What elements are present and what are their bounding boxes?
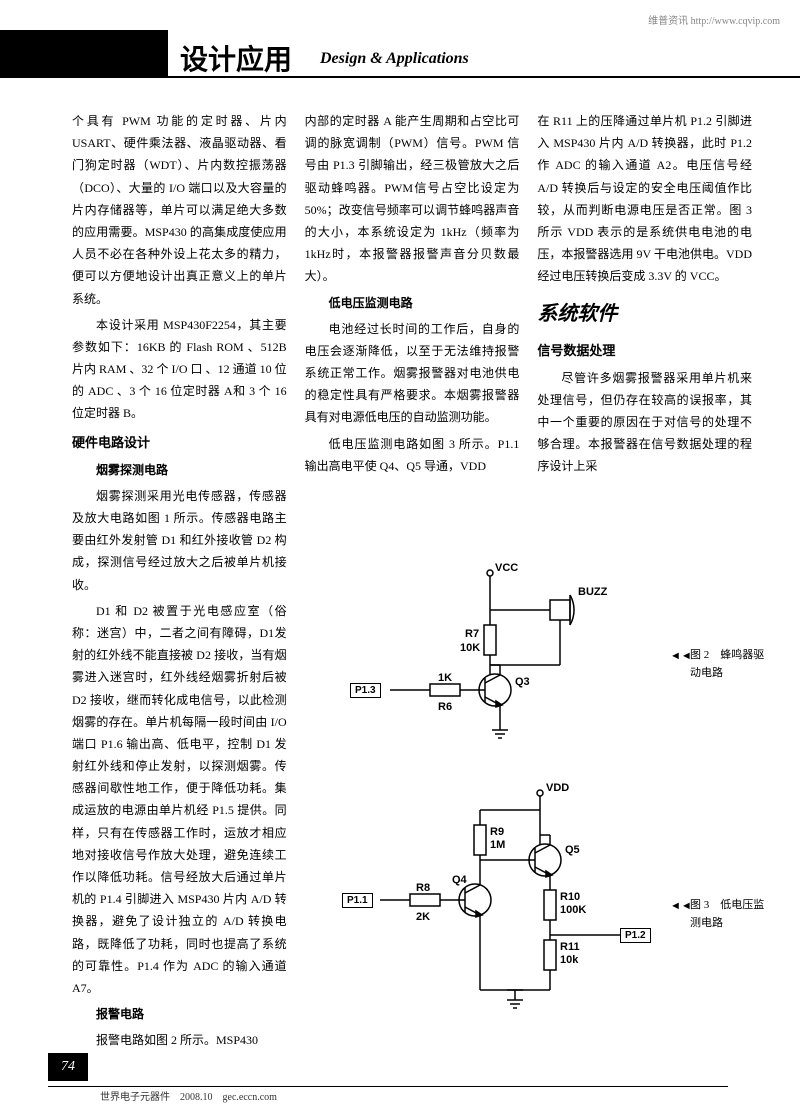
c2-p1: 内部的定时器 A 能产生周期和占空比可调的脉宽调制（PWM）信号。PWM 信号由… (305, 110, 520, 288)
c2-r9v-label: 1M (490, 839, 505, 851)
c2-heading-lowvolt: 低电压监测电路 (305, 292, 520, 314)
c3-p2: 尽管许多烟雾报警器采用单片机来处理信号，但仍存在较高的误报率，其中一个重要的原因… (537, 367, 752, 478)
c1-p4: D1 和 D2 被置于光电感应室（俗称：迷宫）中，二者之间有障碍，D1发射的红外… (72, 600, 287, 999)
c2-p3: 低电压监测电路如图 3 所示。P1.1 输出高电平使 Q4、Q5 导通，VDD (305, 433, 520, 477)
c2-vdd-label: VDD (546, 782, 569, 794)
c1-heading-hardware: 硬件电路设计 (72, 431, 287, 455)
c2-pin-p11: P1.1 (342, 893, 373, 908)
c2-r11v-label: 10k (560, 954, 579, 966)
c2-p2: 电池经过长时间的工作后，自身的电压会逐渐降低，以至于无法维持报警系统正常工作。烟… (305, 318, 520, 429)
c2-r8v-label: 2K (416, 911, 430, 923)
c1-q3-label: Q3 (515, 676, 530, 688)
c1-r7-label: R7 (465, 628, 479, 640)
c1-r6-label: R6 (438, 701, 452, 713)
c2-r10-label: R10 (560, 891, 580, 903)
header-title-english: Design & Applications (320, 50, 469, 68)
c1-vcc-label: VCC (495, 562, 518, 574)
fig3-arrow-icon: ◄◄ (670, 900, 692, 912)
c2-r11-label: R11 (560, 941, 580, 953)
footer-text: 世界电子元器件 2008.10 gec.eccn.com (100, 1088, 277, 1103)
watermark-text: 维普资讯 http://www.cqvip.com (648, 12, 780, 27)
circuit-figures-area: VCC BUZZ R7 10K 1K R6 Q3 P1.3 ◄◄ 图 2 蜂鸣器… (320, 555, 770, 1045)
fig2-arrow-icon: ◄◄ (670, 650, 692, 662)
c1-r7v-label: 10K (460, 642, 480, 654)
c2-r9-label: R9 (490, 826, 504, 838)
c2-r10v-label: 100K (560, 904, 586, 916)
c3-heading-signal: 信号数据处理 (537, 339, 752, 363)
column-1: 个具有 PWM 功能的定时器、片内USART、硬件乘法器、液晶驱动器、看门狗定时… (72, 110, 287, 1056)
header-title-chinese: 设计应用 (180, 38, 292, 78)
c3-section-software: 系统软件 (537, 296, 752, 333)
c1-heading-smoke: 烟雾探测电路 (72, 459, 287, 481)
circuit-1-svg: VCC BUZZ R7 10K 1K R6 Q3 (320, 555, 660, 785)
footer-rule (48, 1086, 728, 1087)
c1-p2: 本设计采用 MSP430F2254，其主要参数如下：16KB 的 Flash R… (72, 314, 287, 425)
circuit-2-svg: VDD R9 1M Q5 R10 100K R11 10k Q4 R8 2K (320, 775, 680, 1045)
c2-q5-label: Q5 (565, 844, 580, 856)
header-black-block (0, 30, 168, 78)
c1-p1: 个具有 PWM 功能的定时器、片内USART、硬件乘法器、液晶驱动器、看门狗定时… (72, 110, 287, 310)
c1-p3: 烟雾探测采用光电传感器，传感器及放大电路如图 1 所示。传感器电路主要由红外发射… (72, 485, 287, 596)
fig3-caption: 图 3 低电压监测电路 (690, 897, 770, 932)
c1-p5: 报警电路如图 2 所示。MSP430 (72, 1029, 287, 1051)
c1-r6v-label: 1K (438, 672, 452, 684)
c2-pin-p12: P1.2 (620, 928, 651, 943)
c1-pin-p13: P1.3 (350, 683, 381, 698)
fig2-caption: 图 2 蜂鸣器驱动电路 (690, 647, 770, 682)
page-header: 设计应用 Design & Applications (0, 30, 800, 78)
c1-buzz-label: BUZZ (578, 586, 608, 598)
c2-r8-label: R8 (416, 882, 430, 894)
page-number: 74 (48, 1053, 88, 1081)
c2-q4-label: Q4 (452, 874, 468, 886)
c1-heading-alarm: 报警电路 (72, 1003, 287, 1025)
c3-p1: 在 R11 上的压降通过单片机 P1.2 引脚进入 MSP430 片内 A/D … (537, 110, 752, 288)
